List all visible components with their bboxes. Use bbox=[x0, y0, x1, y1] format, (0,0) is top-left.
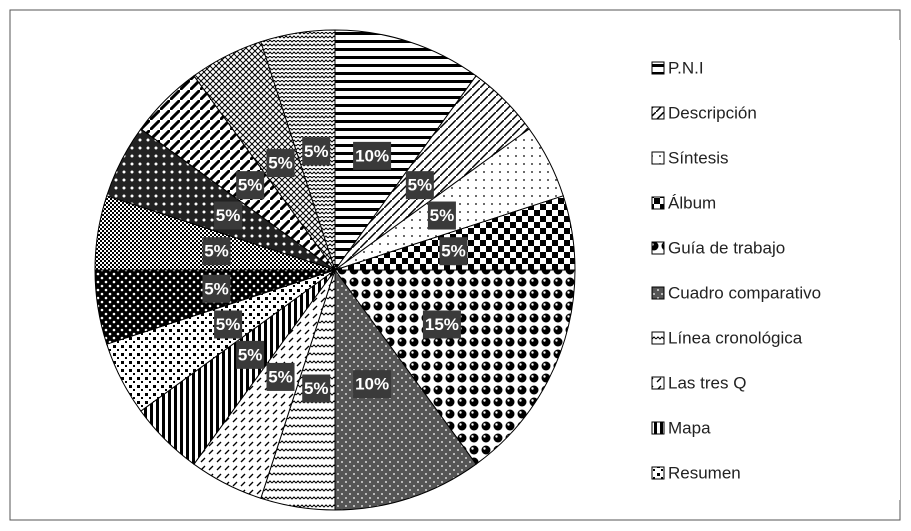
pie-slice bbox=[334, 269, 576, 465]
data-label: 10% bbox=[355, 375, 389, 394]
legend-label: Mapa bbox=[668, 418, 711, 437]
legend-label: Resumen bbox=[668, 463, 741, 482]
pie-slice bbox=[334, 29, 477, 272]
legend-swatch bbox=[651, 151, 665, 165]
pie-slice bbox=[334, 268, 477, 511]
pie bbox=[94, 29, 576, 511]
data-label: 5% bbox=[304, 379, 329, 398]
data-label-box bbox=[422, 310, 461, 339]
data-label-box bbox=[405, 171, 434, 200]
data-labels: 10% 5% 5% 5% 15% 10% 5% 5% 5% 5% 5% 5% 5% 5% 5% 5% bbox=[202, 137, 468, 403]
data-label-box bbox=[439, 237, 468, 266]
data-label: 5% bbox=[268, 367, 293, 386]
data-label: 5% bbox=[238, 345, 263, 364]
data-label-box bbox=[353, 141, 392, 170]
data-label: 5% bbox=[216, 315, 241, 334]
legend-label: Descripción bbox=[668, 103, 757, 122]
legend-label: P.N.I bbox=[668, 58, 704, 77]
legend: P.N.I Descripción Síntesis Álbum Guía de tra… bbox=[651, 58, 821, 482]
legend-swatch bbox=[651, 376, 665, 390]
data-label: 5% bbox=[204, 242, 229, 261]
legend-box bbox=[646, 40, 900, 500]
data-label-box bbox=[302, 374, 331, 403]
data-label-box bbox=[236, 171, 265, 200]
data-label: 15% bbox=[425, 315, 459, 334]
data-label: 5% bbox=[204, 279, 229, 298]
legend-swatch bbox=[651, 421, 665, 435]
data-label-box bbox=[427, 201, 456, 230]
legend-swatch bbox=[651, 241, 665, 255]
legend-label: Álbum bbox=[668, 193, 716, 212]
data-label: 5% bbox=[430, 206, 455, 225]
legend-swatch bbox=[651, 466, 665, 480]
data-label-box bbox=[302, 137, 331, 166]
data-label: 5% bbox=[238, 176, 263, 195]
legend-label: Línea cronológica bbox=[668, 328, 803, 347]
data-label-box bbox=[266, 149, 295, 178]
data-label: 5% bbox=[268, 154, 293, 173]
legend-swatch bbox=[651, 106, 665, 120]
data-label: 5% bbox=[304, 142, 329, 161]
legend-swatch bbox=[651, 331, 665, 345]
data-label-box bbox=[236, 340, 265, 369]
pie-slice bbox=[260, 29, 336, 271]
legend-label: Síntesis bbox=[668, 148, 728, 167]
data-label: 5% bbox=[441, 242, 466, 261]
legend-label: Las tres Q bbox=[668, 373, 746, 392]
data-label-box bbox=[353, 370, 392, 399]
legend-swatch bbox=[651, 61, 665, 75]
data-label-box bbox=[202, 274, 231, 303]
legend-label: Cuadro comparativo bbox=[668, 283, 821, 302]
legend-swatch bbox=[651, 286, 665, 300]
data-label: 5% bbox=[216, 206, 241, 225]
data-label-box bbox=[214, 310, 243, 339]
data-label-box bbox=[214, 201, 243, 230]
data-label-box bbox=[266, 362, 295, 391]
data-label-box bbox=[202, 237, 231, 266]
legend-label: Guía de trabajo bbox=[668, 238, 785, 257]
data-label: 10% bbox=[355, 146, 389, 165]
data-label: 5% bbox=[408, 176, 433, 195]
legend-swatch bbox=[651, 196, 665, 210]
